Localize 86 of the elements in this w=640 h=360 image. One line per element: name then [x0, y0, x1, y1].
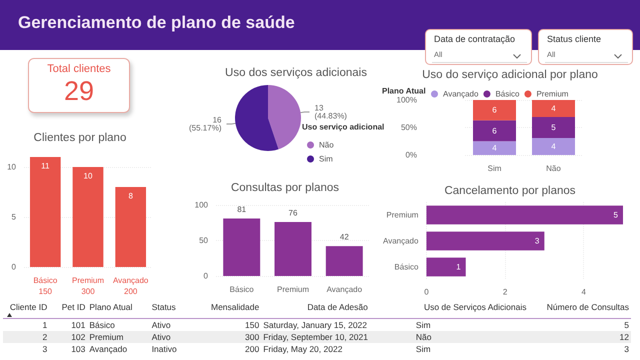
y-tick-label: 0	[12, 262, 17, 272]
data-label: 5	[614, 210, 619, 220]
x-tick-label: 4	[581, 288, 586, 296]
x-tick-label: Premium	[276, 285, 310, 294]
text: 2	[42, 332, 48, 342]
text: 150	[245, 320, 260, 330]
annotation: 6	[492, 126, 498, 136]
chart-title: Cancelamento por planos	[444, 185, 576, 197]
text: 200	[245, 344, 260, 354]
text: 1	[42, 320, 48, 330]
text: 102	[71, 332, 86, 342]
category-label: Mensalidade	[210, 301, 260, 314]
text: Não	[416, 332, 432, 342]
text: Ativo	[152, 332, 171, 342]
legend-label: Avançado	[443, 90, 479, 98]
text: Data de contratação	[434, 34, 516, 44]
x-tick-label: Básico 150	[33, 276, 58, 296]
annotation: 4	[551, 104, 556, 114]
category-label: Status	[150, 301, 177, 314]
data-label: 10	[84, 172, 93, 180]
y-tick-label: Básico	[394, 262, 419, 272]
x-tick-label: 0	[424, 288, 430, 296]
x-tick-label: Avançado	[326, 285, 363, 294]
data-label: 16 (55.17%)	[189, 115, 222, 132]
data-label: 76	[288, 208, 298, 218]
x-tick-label: 2	[502, 288, 508, 296]
text: Sim	[416, 320, 431, 330]
text: Status cliente	[547, 34, 602, 44]
data-label: 11	[41, 162, 50, 170]
text: Friday, September 10, 2021	[263, 332, 368, 342]
y-tick-label: Avançado	[383, 236, 419, 246]
text: Inativo	[152, 344, 177, 354]
y-tick-label: 100%	[396, 96, 417, 104]
legend-label: Básico	[495, 90, 520, 98]
text: Gerenciamento de plano de saúde	[18, 13, 295, 33]
data-label: 81	[237, 204, 247, 214]
annotation: 4	[551, 142, 556, 151]
category-label: Data de Adesão	[306, 301, 369, 314]
text: 103	[71, 344, 86, 354]
category-label: Plano Atual	[88, 301, 134, 314]
y-tick-label: 100	[194, 200, 209, 210]
text: Saturday, January 15, 2022	[263, 320, 368, 330]
chart-title: Clientes por plano	[34, 132, 126, 144]
x-tick-label: Avançado 200	[112, 276, 149, 296]
text: 300	[245, 332, 260, 342]
text: 101	[71, 320, 86, 330]
text: 12	[620, 332, 629, 342]
data-label: 8	[128, 192, 134, 200]
text: Sim	[416, 344, 431, 354]
data-label: 3	[534, 236, 540, 246]
chart-title: Uso do serviço adicional por plano	[422, 69, 598, 81]
category-label: Cliente ID	[8, 301, 48, 314]
y-tick-label: Premium	[386, 210, 419, 220]
category-label: Pet ID	[60, 301, 86, 314]
chart-title: Uso dos serviços adicionais	[225, 67, 368, 79]
text: Friday, May 20, 2022	[263, 344, 342, 354]
text: Básico	[89, 320, 115, 330]
category-label: Número de Consultas	[546, 301, 630, 314]
text: 3	[624, 344, 629, 354]
legend-label: Sim	[319, 154, 334, 164]
y-tick-label: 10	[7, 162, 17, 172]
y-tick-label: 50%	[400, 123, 417, 132]
text: 5	[624, 320, 629, 330]
legend-title: Plano Atual	[382, 86, 426, 96]
data-label: 42	[340, 232, 350, 242]
x-tick-label: Básico	[230, 285, 254, 294]
text: 3	[42, 344, 48, 354]
annotation: 4	[492, 144, 498, 153]
text: 29	[62, 75, 96, 107]
data-label: 1	[456, 262, 462, 272]
legend-label: Premium	[536, 90, 569, 98]
x-tick-label: Premium 300	[72, 276, 104, 296]
chart-title: Consultas por planos	[230, 182, 340, 194]
y-tick-label: 5	[12, 212, 17, 222]
y-tick-label: 50	[199, 236, 209, 245]
legend-title: Uso serviço adicional	[302, 122, 384, 132]
y-tick-label: 0%	[405, 150, 417, 160]
data-label: 13 (44.83%)	[314, 104, 348, 121]
text: Premium	[89, 332, 124, 342]
annotation: 5	[551, 123, 556, 132]
text: Total clientes	[46, 63, 112, 75]
category-label: Uso de Serviços Adicionais	[422, 301, 528, 314]
text: Ativo	[152, 320, 171, 330]
text: Avançado	[89, 344, 128, 354]
legend-label: Não	[319, 140, 334, 150]
annotation: 6	[492, 106, 498, 115]
